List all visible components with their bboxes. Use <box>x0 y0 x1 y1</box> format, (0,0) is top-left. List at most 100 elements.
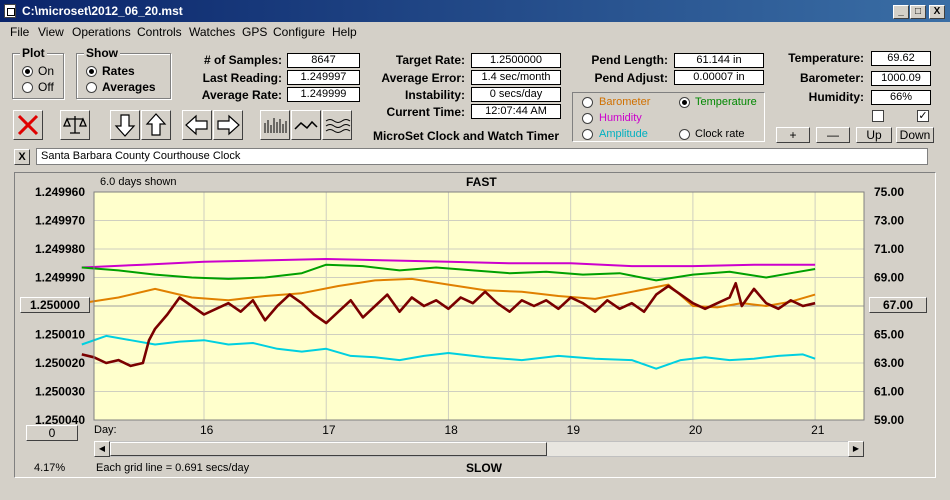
plus-button[interactable]: + <box>776 127 810 143</box>
temperature-option: Temperature <box>695 96 757 108</box>
average-error-label: Average Error: <box>381 71 465 85</box>
menu-bar: File View Operations Controls Watches GP… <box>0 22 950 42</box>
day-label: Day: <box>94 424 117 436</box>
days-shown: 6.0 days shown <box>100 176 177 188</box>
amplitude-radio[interactable] <box>582 129 593 140</box>
clock-close-button[interactable]: X <box>14 149 30 165</box>
program-name: MicroSet Clock and Watch Timer <box>372 129 560 143</box>
sensor-select-box <box>572 92 765 142</box>
samples-label: # of Samples: <box>203 53 282 67</box>
last-reading-value: 1.249997 <box>287 70 360 85</box>
instability-value: 0 secs/day <box>471 87 561 102</box>
last-reading-label: Last Reading: <box>202 71 282 85</box>
clock-rate-radio[interactable] <box>679 129 690 140</box>
averages-label: Averages <box>102 80 156 94</box>
plot-off-radio[interactable] <box>22 82 33 93</box>
window-title: C:\microset\2012_06_20.mst <box>22 4 183 18</box>
menu-controls[interactable]: Controls <box>137 25 182 39</box>
barometer-radio[interactable] <box>582 97 593 108</box>
temperature-radio[interactable] <box>679 97 690 108</box>
grid-note: Each grid line = 0.691 secs/day <box>96 462 250 474</box>
arrow-up-button[interactable] <box>141 110 171 140</box>
bars-view-button[interactable] <box>260 110 290 140</box>
current-time-value: 12:07:44 AM <box>471 104 561 119</box>
arrow-right-icon <box>217 114 240 136</box>
maximize-button[interactable]: □ <box>910 5 926 19</box>
app-icon <box>4 4 16 18</box>
arrow-down-button[interactable] <box>110 110 140 140</box>
menu-operations[interactable]: Operations <box>72 25 131 39</box>
line-view-button[interactable] <box>291 110 321 140</box>
fast-label: FAST <box>466 175 497 189</box>
barometer-value: 1000.09 <box>871 71 931 86</box>
pend-length-label: Pend Length: <box>591 53 668 67</box>
rates-radio[interactable] <box>86 66 97 77</box>
scroll-thumb[interactable] <box>110 442 547 456</box>
stop-button[interactable] <box>13 110 43 140</box>
average-rate-label: Average Rate: <box>201 88 282 102</box>
arrow-down-icon <box>114 114 136 137</box>
zero-button[interactable]: 0 <box>26 425 78 441</box>
barometer-option: Barometer <box>599 96 651 108</box>
down-button[interactable]: Down <box>896 127 934 143</box>
samples-value: 8647 <box>287 53 360 68</box>
average-error-value: 1.4 sec/month <box>471 70 561 85</box>
current-time-label: Current Time: <box>386 105 465 119</box>
plot-on-radio[interactable] <box>22 66 33 77</box>
wave-view-button[interactable] <box>322 110 352 140</box>
center-value-button[interactable]: 1.250000 <box>20 297 90 313</box>
scroll-right-button[interactable]: ▶ <box>848 441 864 457</box>
menu-gps[interactable]: GPS <box>242 25 268 39</box>
title-bar: C:\microset\2012_06_20.mst _ □ X <box>0 0 950 22</box>
show-group <box>76 53 171 99</box>
humidity-option: Humidity <box>599 112 642 124</box>
menu-file[interactable]: File <box>10 25 30 39</box>
menu-watches[interactable]: Watches <box>189 25 236 39</box>
red-x-icon <box>17 114 39 136</box>
right-center-button[interactable]: 67.00 <box>869 297 927 313</box>
balance-button[interactable] <box>60 110 90 140</box>
graph-panel <box>14 172 936 478</box>
clock-name-field[interactable]: Santa Barbara County Courthouse Clock <box>36 148 928 165</box>
temperature-label: Temperature: <box>788 51 864 65</box>
pend-length-value: 61.144 in <box>674 53 764 68</box>
minimize-button[interactable]: _ <box>893 5 909 19</box>
amplitude-option: Amplitude <box>599 128 648 140</box>
average-rate-value: 1.249999 <box>287 87 360 102</box>
option-checkbox-2[interactable]: ✓ <box>917 110 929 122</box>
wave-graph-icon <box>325 119 351 133</box>
arrow-left-button[interactable] <box>182 110 212 140</box>
scale-icon <box>63 116 87 134</box>
percent-label: 4.17% <box>34 462 66 474</box>
bar-graph-icon <box>264 118 287 133</box>
plot-area <box>94 192 864 420</box>
plot-off-label: Off <box>38 80 54 94</box>
averages-radio[interactable] <box>86 82 97 93</box>
option-checkbox-1[interactable] <box>872 110 884 122</box>
clock-rate-option: Clock rate <box>695 128 745 140</box>
target-rate-value: 1.2500000 <box>471 53 561 68</box>
arrow-up-icon <box>145 113 167 136</box>
arrow-right-button[interactable] <box>213 110 243 140</box>
plot-group-label: Plot <box>20 46 47 60</box>
instability-label: Instability: <box>404 88 465 102</box>
humidity-radio[interactable] <box>582 113 593 124</box>
rates-label: Rates <box>102 64 135 78</box>
menu-configure[interactable]: Configure <box>273 25 326 39</box>
arrow-left-icon <box>185 114 208 136</box>
barometer-label: Barometer: <box>799 71 864 85</box>
close-button[interactable]: X <box>929 5 945 19</box>
line-graph-icon <box>294 120 318 130</box>
scroll-left-button[interactable]: ◀ <box>94 441 110 457</box>
show-group-label: Show <box>84 46 120 60</box>
pend-adjust-label: Pend Adjust: <box>594 71 668 85</box>
menu-view[interactable]: View <box>38 25 64 39</box>
menu-help[interactable]: Help <box>332 25 357 39</box>
humidity-label: Humidity: <box>808 90 864 104</box>
up-button[interactable]: Up <box>856 127 892 143</box>
slow-label: SLOW <box>466 461 502 475</box>
humidity-value: 66% <box>871 90 931 105</box>
temperature-value: 69.62 <box>871 51 931 66</box>
minus-button[interactable]: — <box>816 127 850 143</box>
target-rate-label: Target Rate: <box>395 53 465 67</box>
